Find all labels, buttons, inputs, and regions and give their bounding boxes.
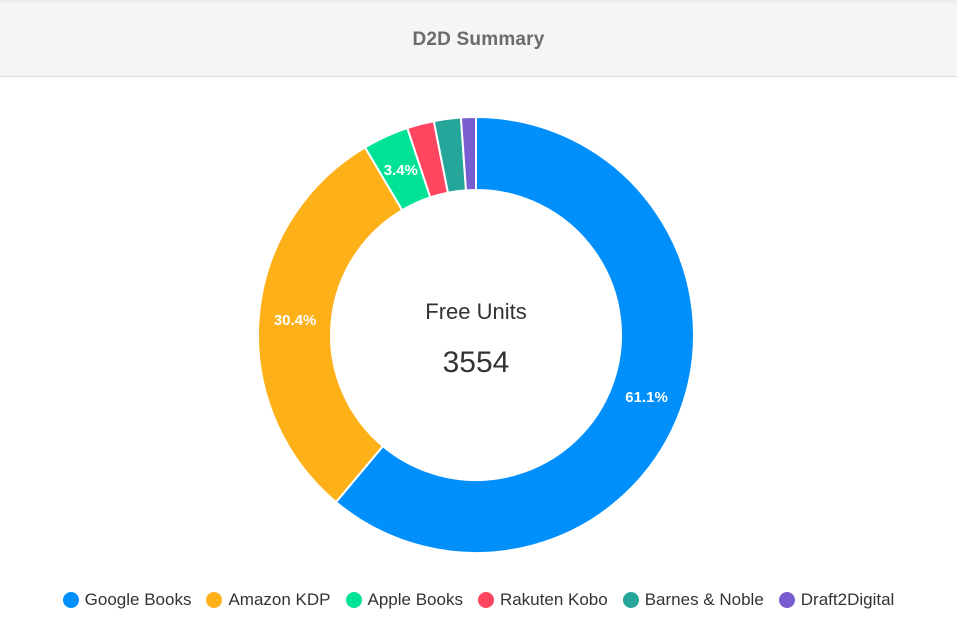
center-value: 3554 [442, 346, 510, 379]
legend-label: Google Books [84, 590, 192, 609]
legend-item-barnes-noble[interactable]: Barnes & Noble [622, 590, 764, 610]
legend-marker [62, 592, 79, 608]
legend-marker [206, 592, 223, 608]
legend-label: Rakuten Kobo [499, 590, 608, 609]
data-label-amazon-kdp: 30.4% [274, 312, 317, 329]
legend-label: Apple Books [367, 590, 463, 609]
legend-item-amazon-kdp[interactable]: Amazon KDP [206, 590, 331, 610]
legend-item-apple-books[interactable]: Apple Books [345, 590, 463, 610]
chart-legend: Google Books Amazon KDP Apple Books Rakuten… [0, 590, 957, 610]
donut-chart: 61.1% 30.4% 3.4% [257, 115, 695, 554]
legend-label: Amazon KDP [228, 590, 331, 609]
slice-amazon-kdp[interactable] [257, 145, 404, 504]
legend-marker [477, 592, 494, 608]
legend-item-rakuten-kobo[interactable]: Rakuten Kobo [477, 590, 608, 610]
legend-marker [622, 592, 639, 608]
legend-marker [778, 592, 795, 608]
data-label-google-books: 61.1% [625, 389, 668, 406]
legend-label: Draft2Digital [800, 590, 895, 609]
data-label-apple-books: 3.4% [384, 162, 418, 179]
legend-marker [345, 592, 362, 608]
slice-draft2digital[interactable] [459, 115, 477, 192]
legend-item-google-books[interactable]: Google Books [62, 590, 192, 610]
slice-google-books[interactable] [334, 115, 695, 554]
panel-title: D2D Summary [412, 28, 545, 50]
legend-label: Barnes & Noble [644, 590, 764, 609]
panel-header: D2D Summary [0, 0, 957, 77]
legend-item-draft2digital[interactable]: Draft2Digital [778, 590, 895, 610]
center-title: Free Units [425, 299, 527, 324]
